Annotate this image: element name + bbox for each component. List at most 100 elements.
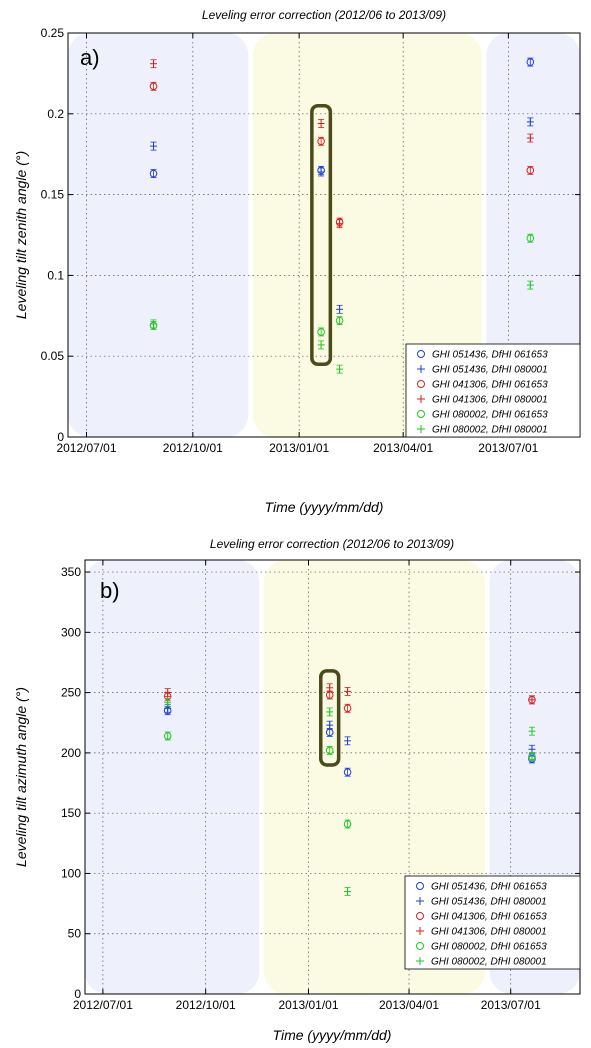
panel-a-y-tick-label: 0.25 [41, 26, 65, 40]
panel-b-data-point [326, 683, 334, 693]
panel-b-data-point [528, 752, 536, 761]
panel-b-data-point [344, 887, 352, 896]
panel-b-legend-label: GHI 051436, DfHI 080001 [431, 897, 547, 908]
panel-a-legend-label: GHI 041306, DfHI 061653 [432, 380, 548, 391]
panel-b-data-point [326, 720, 334, 730]
panel-a-x-tick-label: 2013/01/01 [269, 441, 329, 455]
panel-a-data-point [150, 59, 158, 69]
panel-b-x-axis-label: Time (yyyy/mm/dd) [273, 1027, 392, 1043]
panel-b-x-tick-label: 2012/10/01 [176, 998, 236, 1012]
circle-marker [526, 58, 535, 66]
panel-a-legend-entry: GHI 080002, DfHI 080001 [417, 425, 548, 436]
panel-b-data-point [528, 695, 536, 705]
panel-a-x-tick-label: 2012/10/01 [163, 441, 223, 455]
panel-a-data-point [317, 167, 325, 177]
panel-a-data-point [336, 304, 344, 314]
panel-a-x-tick-label: 2012/07/01 [56, 441, 116, 455]
panel-b-data-point [164, 697, 172, 707]
panel-a-data-point [526, 57, 535, 67]
panel-b-data-point [343, 703, 352, 713]
panel-a-legend-entry: GHI 041306, DfHI 080001 [417, 395, 548, 406]
panel-a-legend-entry: GHI 041306, DfHI 061653 [417, 380, 548, 391]
panel-a-y-tick-label: 0.15 [41, 188, 65, 202]
panel-b-legend-entry: GHI 051436, DfHI 061653 [416, 882, 547, 893]
panel-b-title: Leveling error correction (2012/06 to 20… [210, 537, 454, 551]
legend-circle-marker [417, 380, 425, 388]
panel-b: 2012/07/01 2012/10/01 2013/01/01 2013/04/01… [13, 537, 581, 1043]
panel-b-legend-label: GHI 051436, DfHI 061653 [431, 882, 547, 893]
circle-marker [526, 234, 535, 243]
panel-b-data-point [528, 726, 536, 736]
panel-b-legend: GHI 051436, DfHI 061653 GHI 051436, DfHI … [404, 875, 581, 970]
panel-a-data-point [526, 233, 535, 243]
panel-b-y-tick-label: 100 [61, 866, 81, 880]
panel-b-legend-entry: GHI 041306, DfHI 080001 [416, 927, 547, 938]
panel-b-y-tick-label: 300 [61, 625, 81, 639]
circle-marker [317, 328, 325, 336]
panel-b-y-axis-label: Leveling tilt azimuth angle (°) [13, 687, 29, 867]
panel-b-legend-label: GHI 041306, DfHI 061653 [431, 912, 547, 923]
panel-b-season-band-winter [85, 560, 260, 994]
panel-a-data-point [317, 327, 325, 337]
legend-circle-marker [416, 942, 424, 950]
panel-a-legend-entry: GHI 051436, DfHI 061653 [417, 350, 548, 361]
panel-a-data-point [526, 117, 534, 127]
legend-circle-marker [417, 350, 425, 358]
panel-b-data-point [343, 819, 352, 829]
panel-a-data-point [317, 340, 325, 350]
panel-a-data-point [526, 165, 535, 175]
panel-a-x-axis-label: Time (yyyy/mm/dd) [265, 499, 384, 515]
panel-a-data-point [149, 81, 158, 91]
panel-a-data-point [317, 119, 325, 128]
panel-b-legend-entry: GHI 041306, DfHI 061653 [416, 912, 547, 923]
circle-marker [343, 820, 352, 828]
circle-marker [526, 166, 535, 175]
panel-a-legend-entry: GHI 051436, DfHI 080001 [417, 365, 548, 376]
panel-a-label: a) [80, 45, 100, 70]
panel-a-highlight-box [310, 103, 333, 367]
circle-marker [317, 137, 325, 146]
panel-b-data-point [344, 736, 352, 746]
panel-a-x-tick-label: 2013/07/01 [478, 441, 538, 455]
panel-a-y-tick-label: 0.2 [47, 107, 64, 121]
panel-a-legend: GHI 051436, DfHI 061653 GHI 051436, DfHI … [405, 343, 581, 438]
circle-marker [149, 169, 158, 178]
circle-marker [528, 752, 536, 761]
panel-a-legend-label: GHI 080002, DfHI 080001 [432, 425, 548, 436]
panel-b-y-tick-label: 350 [61, 565, 81, 579]
panel-b-legend-box [404, 875, 581, 970]
panel-a-legend-box [405, 343, 581, 438]
panel-b-label: b) [100, 578, 120, 603]
panel-b-data-point [325, 746, 334, 755]
panel-b-data-points [163, 683, 536, 896]
panel-b-data-point [164, 688, 172, 698]
panel-a: 2012/07/01 2012/10/01 2013/01/01 2013/04/01… [13, 8, 581, 515]
legend-circle-marker [416, 882, 424, 890]
circle-marker [149, 82, 158, 91]
panel-b-plot-frame [84, 559, 581, 995]
panel-a-legend-label: GHI 051436, DfHI 061653 [432, 350, 548, 361]
panel-a-data-point [317, 136, 325, 146]
panel-a-x-tick-label: 2013/04/01 [373, 441, 433, 455]
panel-b-data-point [344, 687, 352, 696]
panel-b-ticks: 2012/07/01 2012/10/01 2013/01/01 2013/04/01… [61, 560, 580, 1012]
panel-a-season-band-winter [68, 33, 249, 437]
legend-circle-marker [417, 410, 425, 418]
panel-a-data-point [150, 319, 158, 329]
panel-a-legend-label: GHI 041306, DfHI 080001 [432, 395, 548, 406]
panel-b-legend-entry: GHI 080002, DfHI 080001 [416, 957, 547, 968]
panel-b-y-tick-label: 0 [74, 987, 81, 1001]
panel-a-y-axis-label: Leveling tilt zenith angle (°) [13, 151, 29, 319]
panel-a-plot-frame [67, 32, 581, 438]
panel-b-legend-entry: GHI 051436, DfHI 080001 [416, 897, 547, 908]
panel-b-y-tick-label: 200 [61, 746, 81, 760]
panel-b-y-tick-label: 150 [61, 806, 81, 820]
panel-a-data-point [336, 364, 344, 374]
panel-a-data-point [335, 316, 344, 326]
panel-b-legend-label: GHI 041306, DfHI 080001 [431, 927, 547, 938]
circle-marker [343, 768, 352, 776]
panel-b-x-tick-label: 2013/07/01 [481, 998, 541, 1012]
circle-marker [343, 704, 352, 713]
panel-b-highlight-box [319, 669, 341, 767]
